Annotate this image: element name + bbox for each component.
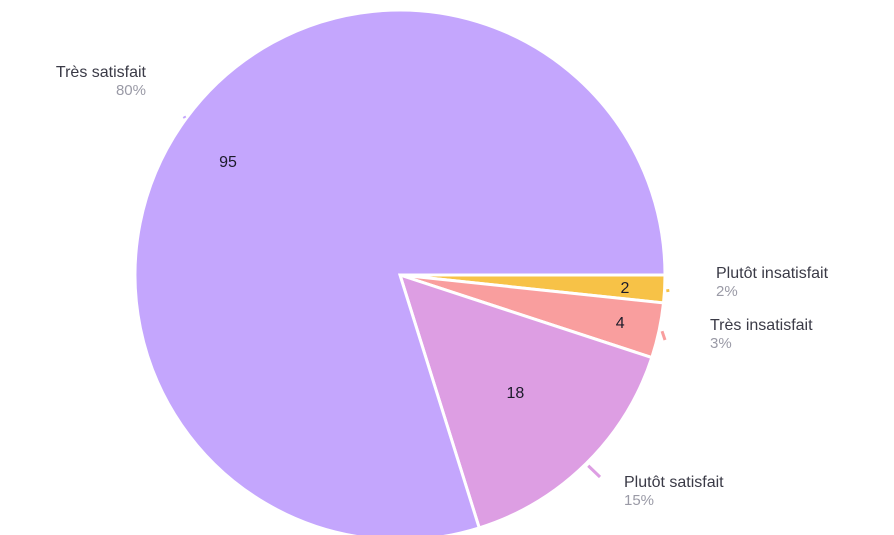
slice-percent-plutot-insatisfait: 2%	[716, 283, 738, 300]
slice-percent-tres-satisfait: 80%	[116, 82, 146, 99]
slice-name-plutot-satisfait: Plutôt satisfait	[624, 474, 724, 491]
slice-plutot-satisfait[interactable]	[397, 272, 654, 530]
leader-line-tres-satisfait	[182, 115, 187, 119]
slice-name-tres-insatisfait: Très insatisfait	[710, 317, 813, 334]
slice-value-labels: 2 4 18 95	[219, 154, 629, 402]
pie-slices	[133, 8, 667, 535]
slice-percent-plutot-satisfait: 15%	[624, 492, 654, 509]
leader-line-tres-insatisfait	[660, 330, 667, 341]
slice-value-plutot-satisfait: 18	[507, 385, 525, 402]
slice-value-plutot-insatisfait: 2	[620, 280, 629, 297]
slice-percent-tres-insatisfait: 3%	[710, 335, 732, 352]
leader-line-plutot-satisfait	[587, 464, 602, 479]
slice-name-tres-satisfait: Très satisfait	[56, 64, 147, 81]
leader-lines	[182, 115, 670, 479]
slice-name-plutot-insatisfait: Plutôt insatisfait	[716, 265, 829, 282]
slice-tres-satisfait[interactable]	[133, 8, 667, 535]
slice-value-tres-satisfait: 95	[219, 154, 237, 171]
slice-value-tres-insatisfait: 4	[616, 315, 625, 332]
